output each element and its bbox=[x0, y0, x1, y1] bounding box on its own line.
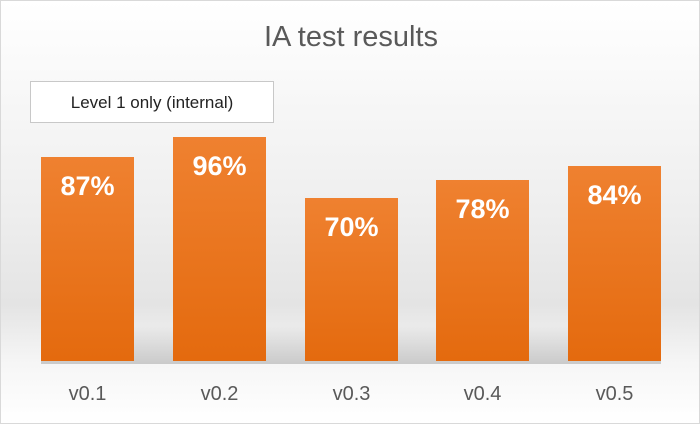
bar-value: 78% bbox=[455, 194, 510, 224]
subtitle-badge: Level 1 only (internal) bbox=[30, 81, 274, 123]
chart-title: IA test results bbox=[263, 21, 439, 53]
bar-v0.2: 96% bbox=[173, 137, 266, 361]
category-label: v0.2 bbox=[200, 383, 239, 405]
bar-value: 84% bbox=[587, 180, 642, 210]
bar-v0.4: 78% bbox=[436, 180, 529, 361]
category-label: v0.4 bbox=[463, 383, 502, 405]
bar-v0.3: 70% bbox=[305, 198, 398, 361]
category-label: v0.3 bbox=[332, 383, 371, 405]
bar-value: 70% bbox=[324, 212, 379, 242]
bar-v0.1: 87% bbox=[41, 157, 134, 361]
category-label: v0.1 bbox=[68, 383, 107, 405]
bar-value: 87% bbox=[60, 171, 115, 201]
bar-value: 96% bbox=[192, 151, 247, 181]
bar-v0.5: 84% bbox=[568, 166, 661, 361]
category-label: v0.5 bbox=[595, 383, 634, 405]
